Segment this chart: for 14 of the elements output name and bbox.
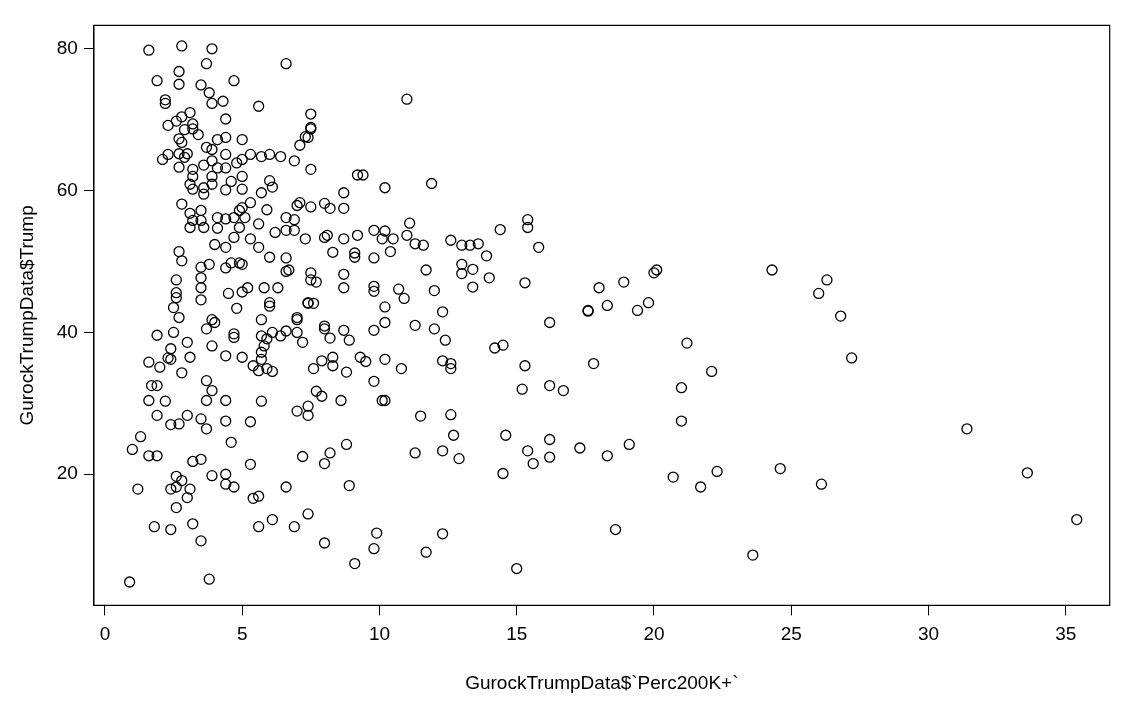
- x-tick-label: 35: [1055, 623, 1077, 645]
- x-tick-label: 5: [236, 623, 248, 645]
- x-tick-label: 30: [917, 623, 940, 645]
- y-tick-label: 40: [56, 320, 78, 342]
- x-tick-label: 0: [99, 623, 111, 645]
- y-tick-label: 80: [56, 37, 78, 59]
- y-tick-label: 20: [56, 462, 78, 484]
- x-tick-label: 20: [643, 623, 665, 645]
- y-tick-label: 60: [56, 178, 78, 200]
- x-axis-title: GurockTrumpData$`Perc200K+`: [465, 671, 739, 693]
- x-tick-label: 15: [506, 623, 528, 645]
- x-tick-label: 10: [368, 623, 391, 645]
- x-tick-label: 25: [780, 623, 802, 645]
- y-axis-title: GurockTrumpData$Trump: [15, 205, 37, 426]
